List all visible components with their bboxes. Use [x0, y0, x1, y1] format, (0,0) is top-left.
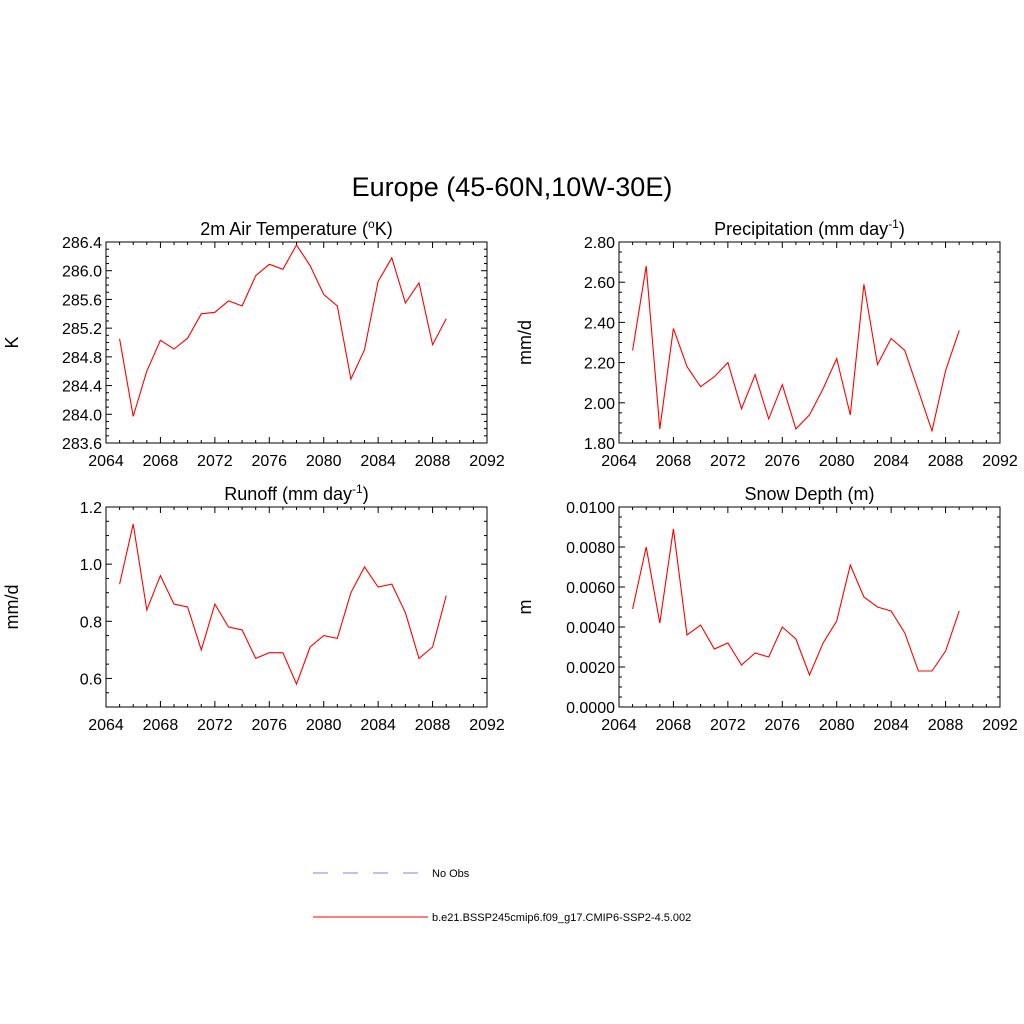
x-tick-label: 2080 [819, 717, 855, 734]
legend: No Obs b.e21.BSSP245cmip6.f09_g17.CMIP6-S… [313, 868, 691, 924]
y-tick-label: 2.00 [584, 396, 615, 413]
x-tick-label: 2084 [873, 717, 909, 734]
x-tick-label: 2092 [982, 717, 1018, 734]
y-tick-label: 2.80 [584, 235, 615, 252]
x-tick-label: 2072 [710, 453, 746, 470]
chart-panel: 2064 2068 2072 2076 2080 2084 2088 2092 283.6 284… [2, 217, 505, 470]
x-tick-label: 2092 [469, 453, 505, 470]
x-tick-label: 2068 [656, 453, 692, 470]
y-tick-label: 286.0 [62, 264, 102, 281]
y-tick-label: 0.8 [80, 614, 102, 631]
x-tick-label: 2084 [360, 453, 396, 470]
series-line [632, 528, 960, 677]
y-axis-label: m [515, 600, 535, 615]
legend-label: No Obs [432, 868, 470, 880]
x-tick-label: 2072 [197, 453, 233, 470]
y-tick-label: 286.4 [62, 235, 102, 252]
x-tick-label: 2068 [143, 717, 179, 734]
x-tick-label: 2092 [469, 717, 505, 734]
x-tick-label: 2072 [710, 717, 746, 734]
x-tick-label: 2064 [88, 453, 124, 470]
y-tick-label: 1.0 [80, 557, 102, 574]
y-tick-label: 0.0020 [566, 660, 615, 677]
series-line [632, 266, 960, 433]
y-tick-label: 1.2 [80, 500, 102, 517]
panel-title: Precipitation (mm day-1) [714, 217, 905, 239]
y-tick-label: 2.40 [584, 315, 615, 332]
y-axis-label: mm/d [515, 320, 535, 365]
x-tick-label: 2088 [415, 453, 451, 470]
chart-panel: 2064 2068 2072 2076 2080 2084 2088 2092 1.80 2.00… [515, 217, 1018, 470]
x-tick-label: 2080 [819, 453, 855, 470]
figure-title: Europe (45-60N,10W-30E) [352, 172, 673, 202]
panel-title: 2m Air Temperature (oK) [200, 217, 392, 239]
x-tick-label: 2084 [360, 717, 396, 734]
chart-panel: 2064 2068 2072 2076 2080 2084 2088 2092 0.0000 0.… [515, 484, 1018, 734]
y-tick-label: 0.0080 [566, 540, 615, 557]
y-axis-label: mm/d [2, 585, 22, 630]
y-tick-label: 0.0060 [566, 580, 615, 597]
y-tick-label: 0.6 [80, 671, 102, 688]
legend-label: b.e21.BSSP245cmip6.f09_g17.CMIP6-SSP2-4.… [432, 912, 691, 924]
x-tick-label: 2064 [601, 453, 637, 470]
y-tick-label: 284.4 [62, 379, 102, 396]
series-line [119, 523, 447, 686]
y-tick-label: 1.80 [584, 436, 615, 453]
x-tick-label: 2092 [982, 453, 1018, 470]
y-tick-label: 0.0040 [566, 620, 615, 637]
x-tick-label: 2088 [928, 717, 964, 734]
x-tick-label: 2076 [251, 717, 287, 734]
plot-frame [105, 506, 488, 708]
x-tick-label: 2088 [415, 717, 451, 734]
x-tick-label: 2080 [306, 453, 342, 470]
x-tick-label: 2064 [88, 717, 124, 734]
x-tick-label: 2072 [197, 717, 233, 734]
x-tick-label: 2080 [306, 717, 342, 734]
y-axis-label: K [2, 336, 22, 348]
x-tick-label: 2068 [143, 453, 179, 470]
y-tick-label: 283.6 [62, 436, 102, 453]
panel-title: Snow Depth (m) [744, 484, 874, 504]
chart-panels: 2064 2068 2072 2076 2080 2084 2088 2092 283.6 284… [2, 217, 1018, 734]
panel-title: Runoff (mm day-1) [224, 482, 368, 504]
x-tick-label: 2076 [764, 717, 800, 734]
plot-frame [618, 241, 1001, 444]
x-tick-label: 2084 [873, 453, 909, 470]
plot-frame [618, 506, 1001, 708]
y-tick-label: 2.20 [584, 356, 615, 373]
x-tick-label: 2068 [656, 717, 692, 734]
x-tick-label: 2088 [928, 453, 964, 470]
y-tick-label: 284.8 [62, 350, 102, 367]
y-tick-label: 0.0100 [566, 500, 615, 517]
chart-panel: 2064 2068 2072 2076 2080 2084 2088 2092 0.6 0.8 1.… [2, 482, 505, 734]
y-tick-label: 284.0 [62, 407, 102, 424]
x-tick-label: 2076 [251, 453, 287, 470]
y-tick-label: 285.6 [62, 292, 102, 309]
y-tick-label: 2.60 [584, 275, 615, 292]
y-tick-label: 0.0000 [566, 700, 615, 717]
y-tick-label: 285.2 [62, 321, 102, 338]
x-tick-label: 2076 [764, 453, 800, 470]
series-line [119, 243, 447, 417]
x-tick-label: 2064 [601, 717, 637, 734]
